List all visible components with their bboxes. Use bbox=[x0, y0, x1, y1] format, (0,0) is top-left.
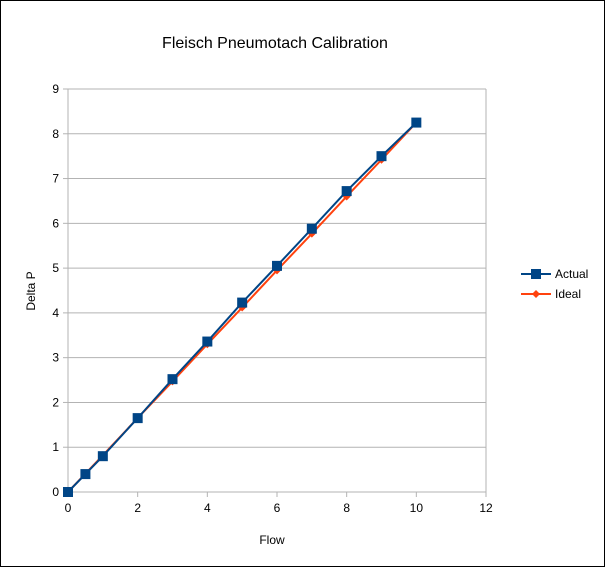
y-tick-label-1: 1 bbox=[52, 440, 59, 454]
y-tick-label-7: 7 bbox=[52, 172, 59, 186]
series-layer bbox=[63, 117, 422, 497]
y-tick-label-3: 3 bbox=[52, 351, 59, 365]
axes bbox=[63, 88, 487, 497]
point-actual-9 bbox=[341, 186, 352, 197]
point-actual-0 bbox=[63, 487, 73, 497]
point-actual-1 bbox=[80, 469, 91, 480]
y-tick-label-0: 0 bbox=[52, 485, 59, 499]
legend-label-ideal: Ideal bbox=[555, 287, 581, 301]
y-tick-label-8: 8 bbox=[52, 127, 59, 141]
point-actual-7 bbox=[272, 260, 282, 271]
legend-marker-actual bbox=[531, 269, 541, 279]
y-tick-label-6: 6 bbox=[52, 216, 59, 230]
x-tick-label-12: 12 bbox=[479, 501, 493, 515]
y-tick-label-4: 4 bbox=[52, 306, 59, 320]
point-actual-5 bbox=[202, 336, 213, 347]
legend-label-actual: Actual bbox=[555, 267, 588, 281]
point-actual-4 bbox=[167, 374, 178, 385]
x-tick-label-2: 2 bbox=[134, 501, 141, 515]
y-tick-label-2: 2 bbox=[52, 395, 59, 409]
y-tick-label-9: 9 bbox=[52, 82, 59, 96]
x-tick-label-6: 6 bbox=[274, 501, 281, 515]
point-actual-8 bbox=[306, 223, 317, 234]
point-actual-11 bbox=[411, 117, 422, 128]
legend-marker-ideal bbox=[532, 290, 540, 298]
point-actual-10 bbox=[376, 151, 387, 162]
x-tick-label-0: 0 bbox=[65, 501, 72, 515]
grid-lines bbox=[68, 88, 487, 492]
chart-title: Fleisch Pneumotach Calibration bbox=[162, 35, 388, 52]
x-tick-label-4: 4 bbox=[204, 501, 211, 515]
y-tick-label-5: 5 bbox=[52, 261, 59, 275]
y-axis-label: Delta P bbox=[24, 271, 38, 310]
x-tick-label-10: 10 bbox=[410, 501, 424, 515]
point-actual-6 bbox=[237, 297, 248, 308]
x-axis-label: Flow bbox=[259, 533, 285, 547]
legend: Actual Ideal bbox=[521, 267, 588, 301]
x-tick-label-8: 8 bbox=[343, 501, 350, 515]
point-actual-3 bbox=[132, 413, 143, 424]
point-actual-2 bbox=[97, 451, 108, 462]
